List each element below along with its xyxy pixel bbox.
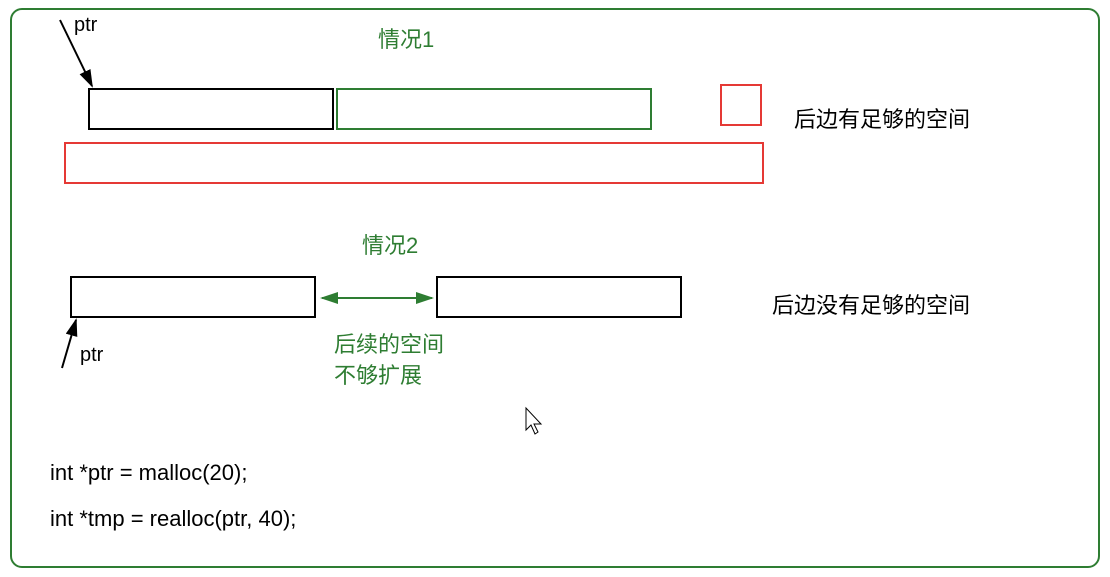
original-block-case1 — [88, 88, 334, 130]
case1-description: 后边有足够的空间 — [794, 102, 970, 134]
result-block-case1 — [64, 142, 764, 184]
code-malloc: int *ptr = malloc(20); — [50, 460, 247, 486]
original-block-case2 — [70, 276, 316, 318]
case-2-title: 情况2 — [362, 228, 418, 260]
gap-description: 后续的空间 不够扩展 — [334, 330, 444, 392]
code-realloc: int *tmp = realloc(ptr, 40); — [50, 506, 296, 532]
gap-line-2: 不够扩展 — [334, 361, 444, 392]
case2-description: 后边没有足够的空间 — [772, 288, 970, 320]
ptr-label-bottom: ptr — [80, 344, 103, 367]
ptr-label-top: ptr — [74, 14, 97, 37]
marker-block — [720, 84, 762, 126]
case-1-title: 情况1 — [378, 22, 434, 54]
extended-block-case1 — [336, 88, 652, 130]
other-block-case2 — [436, 276, 682, 318]
gap-line-1: 后续的空间 — [334, 330, 444, 361]
